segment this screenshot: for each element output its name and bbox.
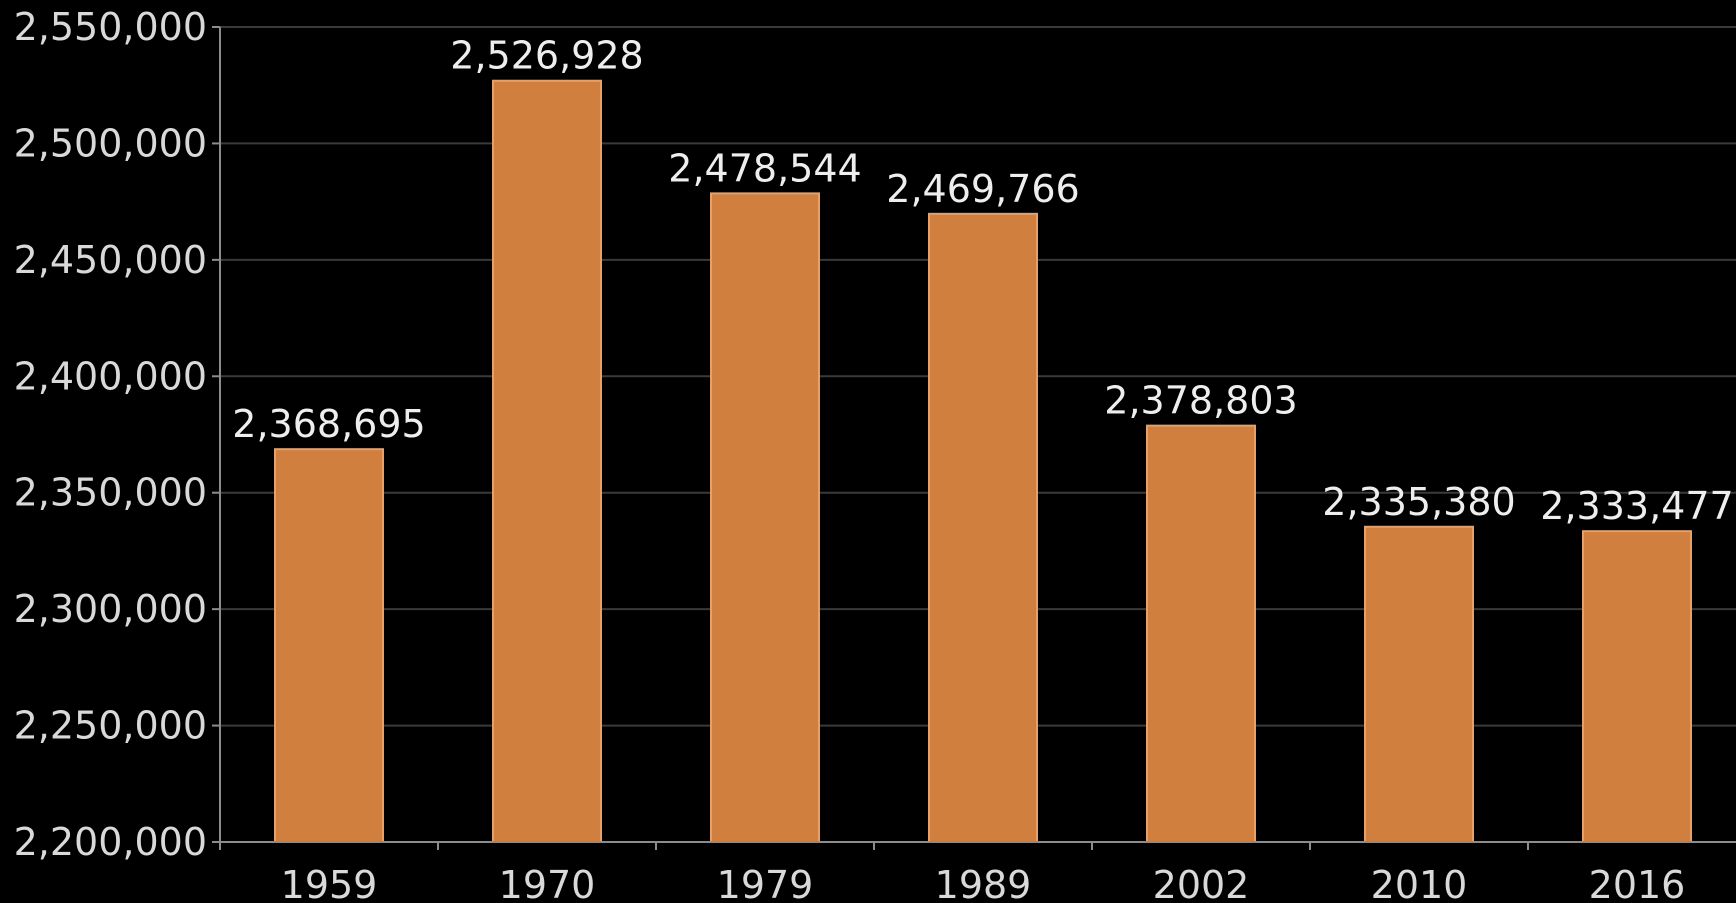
bar-1979 bbox=[710, 192, 820, 844]
bars bbox=[274, 79, 1692, 844]
x-tick-label-2010: 2010 bbox=[1371, 863, 1468, 903]
data-label-1989: 2,469,766 bbox=[886, 167, 1079, 211]
bar-2002 bbox=[1146, 424, 1256, 843]
y-tick-label: 2,450,000 bbox=[14, 238, 207, 282]
data-label-2010: 2,335,380 bbox=[1322, 480, 1515, 524]
x-tick-label-1959: 1959 bbox=[281, 863, 378, 903]
bar-1989 bbox=[928, 212, 1038, 843]
bar-2016 bbox=[1582, 530, 1692, 843]
y-tick-label: 2,250,000 bbox=[14, 704, 207, 748]
bar-1970 bbox=[492, 79, 602, 844]
x-tick-label-1989: 1989 bbox=[935, 863, 1032, 903]
y-tick-label: 2,500,000 bbox=[14, 121, 207, 165]
x-tick-label-1979: 1979 bbox=[717, 863, 814, 903]
y-tick-label: 2,200,000 bbox=[14, 820, 207, 864]
data-labels: 2,368,695 2,526,928 2,478,544 2,469,766 2,37… bbox=[232, 34, 1733, 528]
y-axis-tick-labels: 2,200,000 2,250,000 2,300,000 2,350,000 2,40… bbox=[14, 5, 207, 864]
data-label-1979: 2,478,544 bbox=[668, 146, 861, 190]
x-tick-label-1970: 1970 bbox=[499, 863, 596, 903]
y-tick-label: 2,550,000 bbox=[14, 5, 207, 49]
x-tick-label-2016: 2016 bbox=[1589, 863, 1686, 903]
y-tick-label: 2,300,000 bbox=[14, 587, 207, 631]
x-tick-label-2002: 2002 bbox=[1153, 863, 1250, 903]
data-label-2002: 2,378,803 bbox=[1104, 379, 1297, 423]
y-tick-label: 2,400,000 bbox=[14, 354, 207, 398]
x-axis-tick-labels: 1959 1970 1979 1989 2002 2010 2016 bbox=[281, 863, 1686, 903]
bar-1959 bbox=[274, 448, 384, 843]
data-label-2016: 2,333,477 bbox=[1540, 484, 1733, 528]
data-label-1959: 2,368,695 bbox=[232, 402, 425, 446]
data-label-1970: 2,526,928 bbox=[450, 34, 643, 78]
axes bbox=[212, 26, 1736, 850]
bar-2010 bbox=[1364, 525, 1474, 843]
y-tick-label: 2,350,000 bbox=[14, 471, 207, 515]
